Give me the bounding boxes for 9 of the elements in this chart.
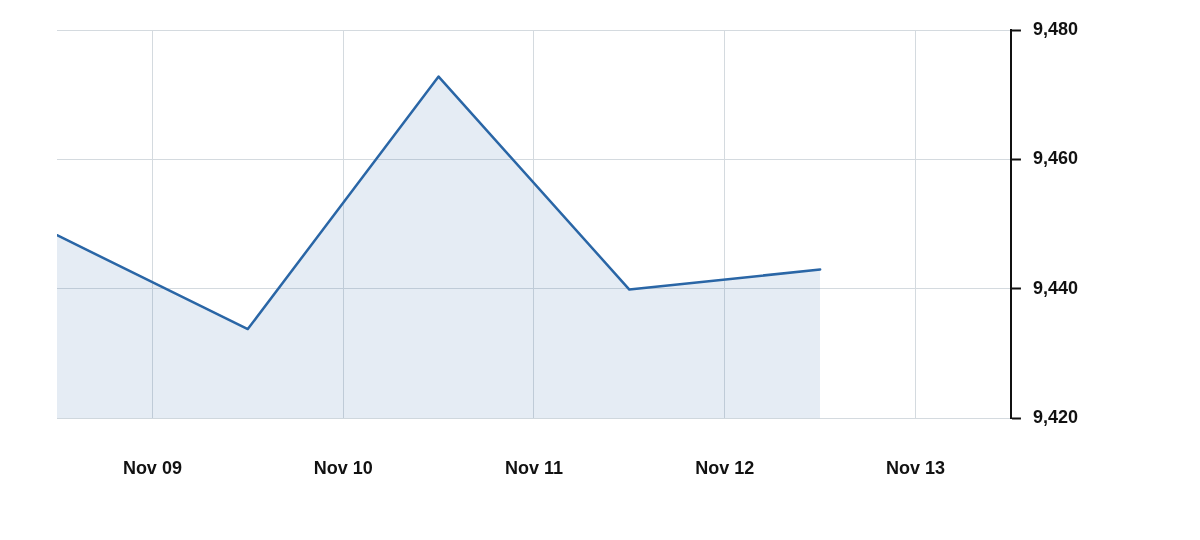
x-tick-label: Nov 12 [695,458,755,479]
x-tick-label: Nov 09 [122,458,182,479]
y-tick-label: 9,420 [1032,407,1078,428]
y-tick-label: 9,460 [1032,148,1078,169]
x-tick-label: Nov 10 [313,458,373,479]
y-tick-label: 9,440 [1032,277,1078,298]
x-tick-label: Nov 11 [504,458,563,479]
y-tick-label: 9,480 [1032,18,1078,39]
x-tick-label: Nov 13 [886,458,946,479]
